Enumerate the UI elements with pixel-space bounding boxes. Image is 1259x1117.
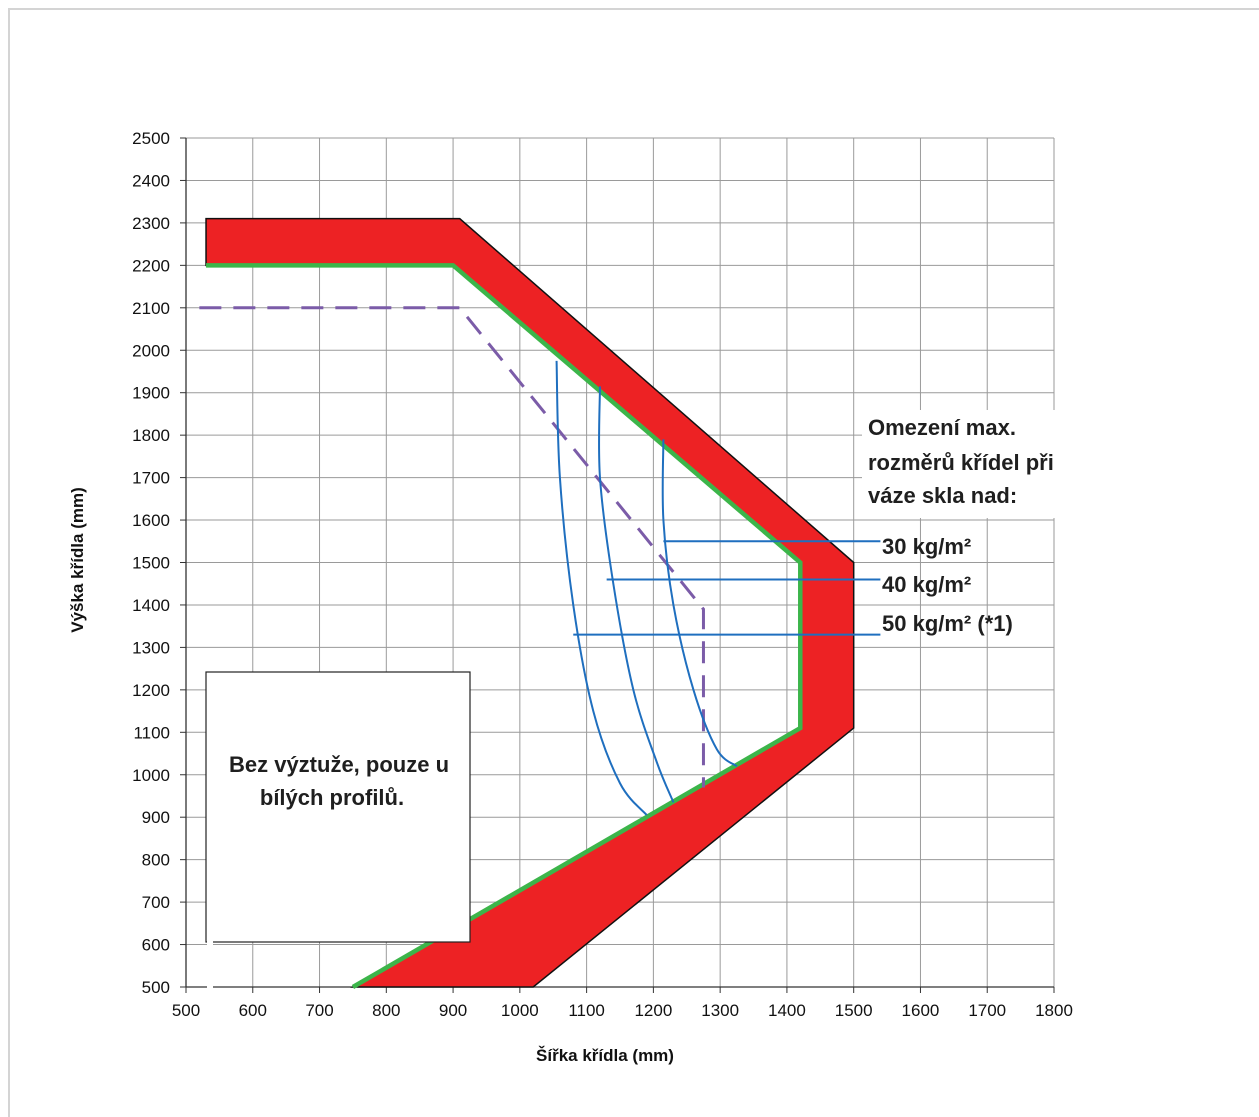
label-40kg: 40 kg/m² bbox=[882, 572, 971, 597]
x-tick-label: 1200 bbox=[634, 1001, 672, 1020]
annotation-box-line-2: bílých profilů. bbox=[260, 785, 404, 810]
x-tick-label: 1500 bbox=[835, 1001, 873, 1020]
x-tick-label: 500 bbox=[172, 1001, 200, 1020]
annotation-title-line-1: Omezení max. bbox=[868, 415, 1016, 440]
x-tick-label: 600 bbox=[239, 1001, 267, 1020]
y-tick-label: 600 bbox=[142, 936, 170, 955]
x-tick-label: 1700 bbox=[968, 1001, 1006, 1020]
y-tick-label: 2400 bbox=[132, 171, 170, 190]
annotation-title-line-2: rozměrů křídel při bbox=[868, 450, 1054, 475]
y-tick-label: 2100 bbox=[132, 299, 170, 318]
x-tick-label: 1100 bbox=[568, 1001, 605, 1020]
y-tick-label: 2300 bbox=[132, 214, 170, 233]
y-tick-label: 1100 bbox=[133, 723, 170, 742]
inner-limit-line bbox=[206, 263, 803, 989]
label-30kg: 30 kg/m² bbox=[882, 534, 971, 559]
annotation-box bbox=[205, 671, 471, 943]
y-tick-label: 1800 bbox=[132, 426, 170, 445]
x-tick-label: 1300 bbox=[701, 1001, 739, 1020]
weight-curve-2 bbox=[597, 386, 675, 803]
annotation-box-line-1: Bez výztuže, pouze u bbox=[229, 752, 449, 777]
y-tick-label: 900 bbox=[142, 808, 170, 827]
x-tick-label: 1400 bbox=[768, 1001, 806, 1020]
x-tick-label: 700 bbox=[305, 1001, 333, 1020]
y-tick-label: 2200 bbox=[132, 256, 170, 275]
y-tick-label: 700 bbox=[142, 893, 170, 912]
y-tick-label: 500 bbox=[142, 978, 170, 997]
weight-curve-1 bbox=[555, 360, 648, 816]
chart-labels: 500 600 700 800 900 1000 1100 1200 1300 1400 1500 1… bbox=[132, 129, 1073, 1020]
y-tick-label: 1200 bbox=[132, 681, 170, 700]
annotation-box-mask bbox=[207, 910, 213, 990]
dashed-limit-line bbox=[199, 306, 705, 788]
y-tick-label: 800 bbox=[142, 851, 170, 870]
y-tick-label: 1300 bbox=[132, 638, 170, 657]
y-tick-label: 1000 bbox=[132, 766, 170, 785]
x-tick-label: 1600 bbox=[902, 1001, 940, 1020]
x-tick-label: 1800 bbox=[1035, 1001, 1073, 1020]
x-axis-label: Šířka křídla (mm) bbox=[536, 1046, 674, 1065]
annotation-title-line-3: váze skla nad: bbox=[868, 483, 1017, 508]
x-tick-label: 800 bbox=[372, 1001, 400, 1020]
chart-marks bbox=[199, 217, 881, 989]
y-tick-label: 2500 bbox=[132, 129, 170, 148]
chart-frame bbox=[8, 8, 1259, 1117]
x-tick-label: 1000 bbox=[501, 1001, 539, 1020]
y-tick-label: 1900 bbox=[132, 384, 170, 403]
y-tick-label: 1400 bbox=[132, 596, 170, 615]
annotation-backdrop bbox=[862, 410, 1077, 518]
y-tick-label: 1700 bbox=[132, 469, 170, 488]
y-axis-label: Výška křídla (mm) bbox=[68, 487, 87, 633]
weight-curve-3 bbox=[661, 439, 738, 768]
x-tick-label: 900 bbox=[439, 1001, 467, 1020]
y-tick-label: 1600 bbox=[132, 511, 170, 530]
axes bbox=[180, 137, 1055, 993]
y-tick-label: 1500 bbox=[132, 554, 170, 573]
y-tick-label: 2000 bbox=[132, 341, 170, 360]
label-50kg: 50 kg/m² (*1) bbox=[882, 611, 1013, 636]
